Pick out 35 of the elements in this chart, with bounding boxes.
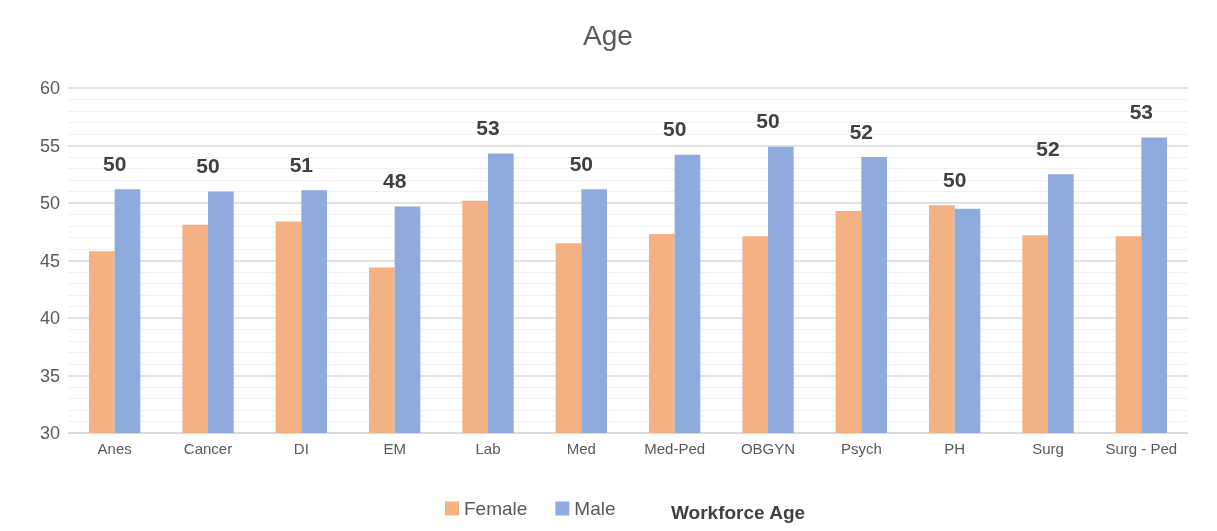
x-tick-label: DI bbox=[293, 440, 309, 457]
y-tick-label: 30 bbox=[39, 423, 60, 443]
x-tick-label: OBGYN bbox=[740, 440, 796, 457]
x-tick-label: Lab bbox=[475, 440, 501, 457]
x-tick-label: Med bbox=[566, 440, 596, 457]
annotation: 50 bbox=[102, 151, 127, 175]
x-tick-label: Surg - Ped bbox=[1105, 440, 1178, 457]
x-tick-label: EM bbox=[383, 440, 406, 457]
annotation: 53 bbox=[1129, 99, 1154, 123]
annotation: 50 bbox=[662, 117, 687, 141]
annotation: 52 bbox=[849, 119, 874, 143]
x-tick-label: Med-Ped bbox=[644, 440, 706, 457]
x-tick-label: Surg bbox=[1032, 440, 1064, 457]
y-tick-label: 40 bbox=[39, 308, 60, 328]
y-tick-label: 45 bbox=[39, 250, 60, 271]
annotation: 50 bbox=[756, 109, 780, 133]
y-tick-label: 55 bbox=[39, 135, 60, 156]
annotation: 51 bbox=[289, 152, 314, 176]
y-tick-label: 50 bbox=[39, 193, 60, 213]
annotation: 53 bbox=[476, 116, 500, 140]
x-tick-label: Psych bbox=[840, 440, 882, 457]
annotation: 48 bbox=[382, 168, 407, 192]
x-tick-label: Cancer bbox=[183, 440, 233, 457]
legend-label: Female bbox=[464, 498, 528, 519]
y-tick-label: 60 bbox=[39, 78, 60, 98]
legend-label: Male bbox=[574, 498, 616, 519]
x-tick-label: Anes bbox=[97, 440, 132, 457]
y-tick-label: 35 bbox=[39, 365, 60, 386]
x-tick-label: PH bbox=[944, 440, 966, 457]
chart-title: Age bbox=[583, 19, 633, 51]
annotation: 50 bbox=[569, 151, 594, 175]
annotation: 50 bbox=[942, 167, 967, 191]
legend-title: Workforce Age bbox=[671, 502, 806, 523]
annotation: 50 bbox=[196, 154, 220, 177]
annotation: 52 bbox=[1036, 136, 1060, 160]
